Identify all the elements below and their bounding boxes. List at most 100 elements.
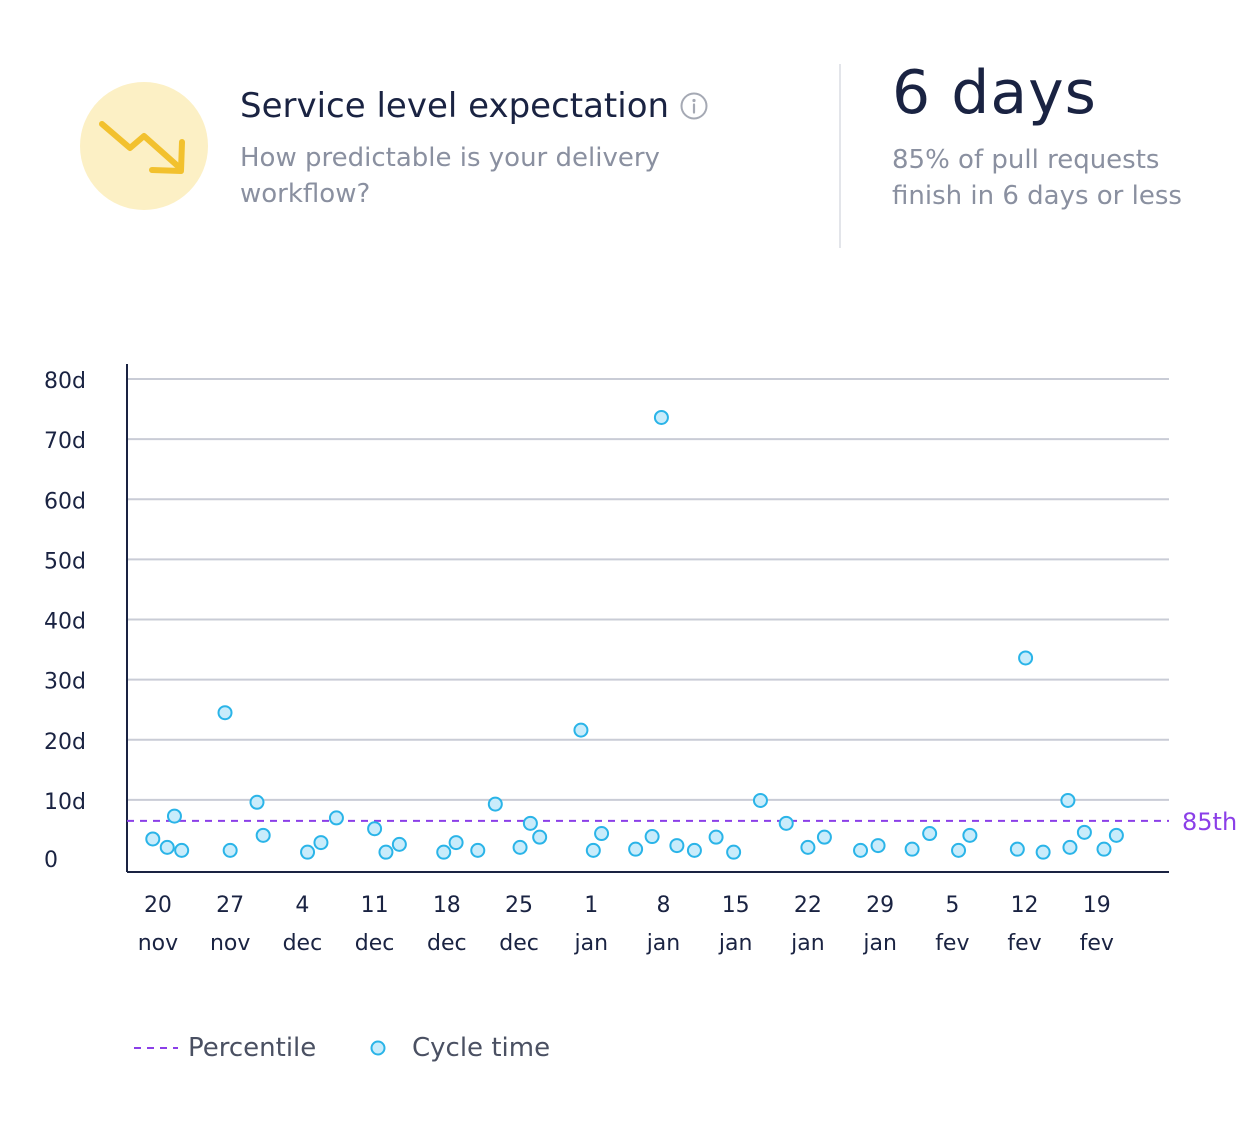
x-tick-label-month: jan <box>790 931 825 956</box>
y-tick-label: 30d <box>44 670 86 695</box>
cycle-time-point <box>487 796 503 812</box>
x-tick-label-month: nov <box>210 931 250 956</box>
percentile-label: 85th <box>1182 808 1237 836</box>
cycle-time-point <box>522 815 538 831</box>
x-tick-label-day: 8 <box>656 893 670 918</box>
cycle-time-point <box>1076 824 1092 840</box>
cycle-time-point <box>853 842 869 858</box>
y-tick-label: 20d <box>44 730 86 755</box>
metric-value: 6 days <box>892 58 1097 128</box>
cycle-time-point <box>778 815 794 831</box>
cycle-time-point <box>708 829 724 845</box>
cycle-time-point <box>436 844 452 860</box>
cycle-time-point <box>217 705 233 721</box>
x-tick-label-day: 1 <box>584 893 598 918</box>
y-tick-label: 70d <box>44 429 86 454</box>
x-tick-label-month: fev <box>1007 931 1041 956</box>
cycle-time-point <box>726 844 742 860</box>
cycle-time-point <box>1060 792 1076 808</box>
x-tick-label-month: dec <box>283 931 323 956</box>
y-tick-label: 50d <box>44 549 86 574</box>
cycle-time-point <box>669 838 685 854</box>
info-icon[interactable] <box>680 92 708 120</box>
cycle-time-point <box>378 844 394 860</box>
cycle-time-point <box>922 826 938 842</box>
cycle-time-point <box>870 838 886 854</box>
cycle-time-point <box>686 842 702 858</box>
cycle-time-point <box>1035 844 1051 860</box>
cycle-time-scatter-chart: 80d 70d 60d 50d 40d 30d 20d 10d 0 20 nov 27 nov 4 dec 1… <box>44 364 1237 956</box>
cycle-time-point <box>145 831 161 847</box>
x-tick-label-day: 15 <box>722 893 750 918</box>
x-tick-label-day: 22 <box>794 893 822 918</box>
cycle-time-point <box>573 722 589 738</box>
y-tick-label: 80d <box>44 369 86 394</box>
y-tick-label: 40d <box>44 610 86 635</box>
x-tick-label-month: dec <box>499 931 539 956</box>
cycle-time-point <box>653 409 669 425</box>
cycle-time-point <box>391 836 407 852</box>
x-tick-label-day: 4 <box>295 893 309 918</box>
cycle-time-point <box>255 827 271 843</box>
cycle-time-point <box>166 808 182 824</box>
cycle-time-point <box>816 829 832 845</box>
cycle-time-point <box>644 829 660 845</box>
metric-description: 85% of pull requests finish in 6 days or… <box>892 145 1182 211</box>
cycle-time-point <box>448 835 464 851</box>
cycle-time-point <box>962 827 978 843</box>
cycle-time-point <box>752 792 768 808</box>
cycle-time-point <box>159 839 175 855</box>
page-subtitle: How predictable is your delivery workflo… <box>240 143 660 209</box>
cycle-time-point <box>313 835 329 851</box>
x-tick-label-month: jan <box>573 931 608 956</box>
legend-item-percentile: Percentile <box>134 1028 316 1068</box>
x-tick-label-day: 19 <box>1083 893 1111 918</box>
x-tick-label-day: 18 <box>433 893 461 918</box>
legend-item-cycle-time: Cycle time <box>368 1028 550 1068</box>
x-tick-label-day: 12 <box>1011 893 1039 918</box>
cycle-time-point <box>1009 841 1025 857</box>
x-tick-label-day: 25 <box>505 893 533 918</box>
header-divider <box>839 64 841 248</box>
y-tick-label: 60d <box>44 489 86 514</box>
x-tick-label-month: fev <box>935 931 969 956</box>
cycle-time-point <box>174 842 190 858</box>
percentile-legend-swatch <box>134 1047 178 1049</box>
cycle-time-point <box>1018 650 1034 666</box>
legend-label-percentile: Percentile <box>188 1033 317 1063</box>
x-tick-label-day: 29 <box>866 893 894 918</box>
cycle-time-point <box>470 842 486 858</box>
cycle-time-point <box>800 839 816 855</box>
page-title: Service level expectation <box>240 86 670 126</box>
cycle-time-point <box>1096 841 1112 857</box>
x-tick-label-month: dec <box>427 931 467 956</box>
cycle-time-point <box>300 844 316 860</box>
x-tick-label-month: dec <box>355 931 395 956</box>
x-tick-label-day: 20 <box>144 893 172 918</box>
x-tick-label-month: fev <box>1080 931 1114 956</box>
cycle-time-point <box>1062 839 1078 855</box>
cycle-time-point <box>367 821 383 837</box>
cycle-time-point <box>951 842 967 858</box>
cycle-time-point <box>904 841 920 857</box>
trend-down-arrow-icon <box>80 82 208 210</box>
cycle-time-point <box>628 841 644 857</box>
cycle-time-point <box>1108 827 1124 843</box>
y-tick-label: 0 <box>44 848 58 873</box>
x-tick-label-day: 27 <box>216 893 244 918</box>
x-tick-label-day: 11 <box>361 893 389 918</box>
y-tick-label: 10d <box>44 790 86 815</box>
x-tick-label-month: nov <box>138 931 178 956</box>
cycle-time-point <box>222 842 238 858</box>
cycle-time-point <box>328 810 344 826</box>
legend-label-cycle-time: Cycle time <box>412 1033 551 1063</box>
cycle-time-point <box>594 826 610 842</box>
cycle-time-point <box>512 839 528 855</box>
cycle-time-legend-swatch <box>370 1040 386 1056</box>
x-tick-label-month: jan <box>718 931 753 956</box>
cycle-time-point <box>585 842 601 858</box>
x-tick-label-month: jan <box>862 931 897 956</box>
cycle-time-point <box>532 829 548 845</box>
cycle-time-point <box>249 794 265 810</box>
x-tick-label-month: jan <box>646 931 681 956</box>
